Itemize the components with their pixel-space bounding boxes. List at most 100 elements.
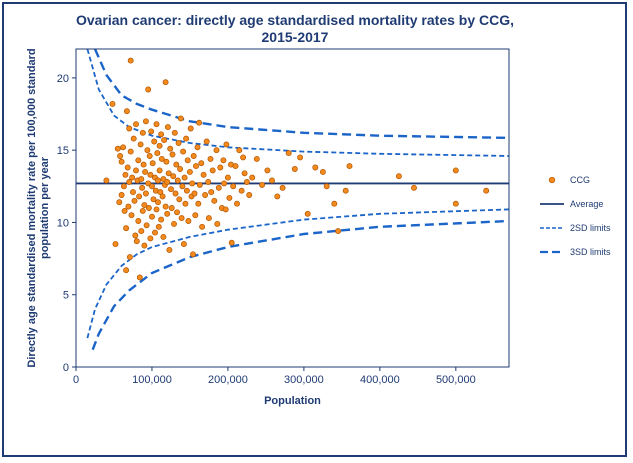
ccg-point — [145, 86, 152, 93]
ccg-point — [342, 187, 349, 194]
ccg-point — [181, 174, 188, 181]
ccg-point — [190, 251, 196, 258]
ccg-point — [452, 200, 459, 207]
legend-label: Average — [570, 199, 603, 209]
ccg-point — [335, 228, 342, 235]
ccg-point — [139, 207, 146, 214]
ccg-point — [238, 187, 245, 194]
y-axis-label-line1: Directly age standardised mortality rate… — [26, 48, 38, 367]
ccg-point — [168, 205, 175, 211]
legend-label: 3SD limits — [570, 247, 611, 257]
y-tick-label: 5 — [63, 290, 69, 302]
ccg-point — [138, 228, 145, 235]
ccg-point — [172, 190, 179, 197]
ccg-point — [279, 184, 286, 191]
ccg-point — [133, 238, 140, 245]
ccg-point — [187, 125, 194, 132]
legend: CCG Average 2SD limits 3SD limits — [540, 175, 611, 257]
ccg-point — [117, 153, 124, 159]
ccg-point — [180, 148, 187, 155]
ccg-point — [103, 177, 110, 184]
ccg-point — [145, 180, 152, 187]
ccg-point — [118, 158, 125, 165]
x-tick-label: 300,000 — [284, 374, 324, 386]
ccg-point — [209, 167, 216, 174]
ccg-point — [156, 142, 163, 149]
ccg-point — [142, 168, 149, 175]
ccg-point — [186, 168, 193, 175]
ccg-point — [190, 153, 197, 159]
ccg-point — [346, 163, 353, 170]
ccg-point — [170, 173, 177, 180]
ccg-point — [195, 200, 202, 207]
ccg-point — [200, 171, 207, 178]
ccg-point — [202, 192, 209, 198]
ccg-point — [259, 181, 266, 188]
control-limits — [86, 48, 510, 351]
ccg-point — [249, 174, 256, 181]
ccg-point — [151, 138, 158, 145]
ccg-point — [159, 193, 166, 200]
x-axis-ticks: 0 100,000 200,000 300,000 400,000 500,000 — [73, 367, 476, 386]
ccg-point — [217, 164, 224, 171]
ccg-point — [135, 157, 142, 164]
ccg-point — [411, 184, 417, 191]
ccg-point — [129, 174, 136, 181]
ccg-point — [297, 154, 304, 161]
x-axis-label: Population — [264, 395, 321, 407]
ccg-point — [143, 222, 150, 229]
ccg-point — [179, 183, 186, 190]
ccg-point — [167, 145, 174, 152]
ccg-point — [182, 200, 189, 207]
ccg-point — [126, 125, 133, 132]
ccg-point — [215, 184, 222, 191]
ccg-point — [452, 167, 459, 174]
x-tick-label: 100,000 — [132, 374, 172, 386]
ccg-point — [193, 163, 199, 170]
y-tick-label: 15 — [57, 145, 69, 157]
ccg-point — [116, 199, 123, 206]
y-axis-ticks: 0 5 10 15 20 — [57, 73, 76, 374]
ccg-point — [162, 79, 169, 86]
ccg-point — [184, 157, 191, 164]
ccg-point — [208, 189, 215, 196]
ccg-point — [149, 160, 156, 167]
ccg-point — [312, 164, 319, 171]
ccg-point — [160, 233, 167, 240]
plot-area-border — [75, 48, 510, 368]
x-tick-label: 500,000 — [436, 374, 476, 386]
ccg-point — [166, 246, 173, 253]
legend-label: 2SD limits — [570, 223, 611, 233]
ccg-point — [123, 108, 130, 115]
ccg-point — [122, 171, 129, 178]
ccg-point — [226, 194, 233, 201]
ccg-point — [162, 203, 169, 210]
ccg-point — [169, 151, 176, 158]
ccg-point — [189, 180, 196, 187]
ccg-point — [141, 242, 148, 249]
ccg-point — [131, 197, 138, 204]
ccg-point — [114, 145, 121, 152]
ccg-point — [121, 207, 128, 214]
ccg-point — [123, 225, 130, 232]
ccg-point — [136, 193, 143, 200]
ccg-point — [160, 176, 167, 183]
ccg-point — [253, 155, 260, 162]
ccg-point — [138, 176, 145, 183]
ccg-point — [194, 144, 201, 151]
ccg-point — [130, 135, 137, 142]
ccg-point — [171, 129, 178, 136]
ccg-point — [207, 155, 214, 162]
lower-3sd-limit — [91, 219, 510, 351]
ccg-point — [156, 167, 163, 174]
ccg-point — [173, 161, 180, 168]
ccg-point — [192, 212, 199, 219]
ccg-point — [135, 218, 142, 224]
ccg-point — [213, 147, 220, 154]
legend-label: CCG — [570, 175, 590, 185]
x-tick-label: 200,000 — [208, 374, 248, 386]
ccg-point — [130, 189, 136, 196]
ccg-point — [177, 115, 184, 122]
ccg-point — [191, 190, 198, 197]
